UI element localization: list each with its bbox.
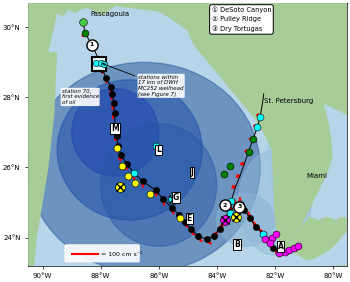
Ellipse shape xyxy=(57,80,202,220)
Ellipse shape xyxy=(217,194,275,246)
Ellipse shape xyxy=(101,124,217,246)
Text: Miami: Miami xyxy=(307,173,328,179)
Ellipse shape xyxy=(28,62,260,273)
Ellipse shape xyxy=(267,89,311,211)
Text: stations within
17 km of DWH
MC252 wellhead
(see Figure 7): stations within 17 km of DWH MC252 wellh… xyxy=(103,63,184,97)
Polygon shape xyxy=(188,5,333,236)
Text: A: A xyxy=(278,242,284,251)
Text: ① DeSoto Canyon
② Pulley Ridge
③ Dry Tortugas: ① DeSoto Canyon ② Pulley Ridge ③ Dry Tor… xyxy=(212,7,271,32)
FancyBboxPatch shape xyxy=(64,244,140,263)
Text: E: E xyxy=(187,214,192,223)
Ellipse shape xyxy=(238,150,311,255)
Ellipse shape xyxy=(72,89,159,176)
Polygon shape xyxy=(28,52,57,266)
Polygon shape xyxy=(275,217,347,260)
Text: J: J xyxy=(191,168,194,177)
Text: Pascagoula: Pascagoula xyxy=(91,11,130,17)
Text: L: L xyxy=(156,146,161,155)
Text: B: B xyxy=(234,240,240,249)
Text: 3: 3 xyxy=(237,204,241,209)
Bar xyxy=(92,58,106,71)
Text: station 70,
first evidence
of oil: station 70, first evidence of oil xyxy=(62,89,99,105)
Polygon shape xyxy=(28,3,347,115)
Text: St. Petersburg: St. Petersburg xyxy=(264,98,313,104)
Text: G: G xyxy=(173,193,179,202)
Text: = 100 cm s⁻¹: = 100 cm s⁻¹ xyxy=(101,252,142,257)
Text: M: M xyxy=(111,124,119,133)
Text: 2: 2 xyxy=(223,203,227,208)
Text: 1: 1 xyxy=(90,42,94,47)
Polygon shape xyxy=(194,266,347,282)
